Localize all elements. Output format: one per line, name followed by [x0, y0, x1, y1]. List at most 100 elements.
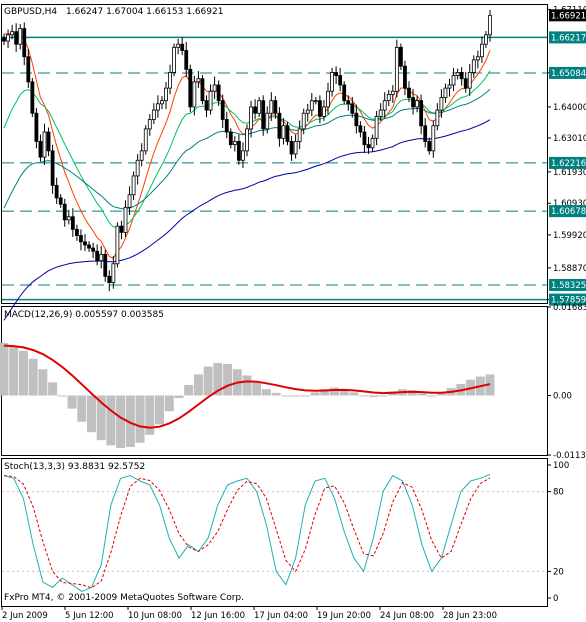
macd-histogram-bar — [174, 395, 184, 399]
macd-histogram-bar — [28, 358, 38, 396]
macd-tick-label: -0.011330 — [553, 451, 586, 461]
candle-body — [309, 100, 314, 111]
candle-body — [34, 112, 39, 142]
ma-slow-line — [3, 119, 491, 321]
candle-body — [313, 100, 318, 103]
candle-body — [330, 72, 334, 92]
level-price-label: 1.58325 — [551, 281, 586, 291]
macd-histogram-bar — [96, 395, 106, 441]
stoch-main-line — [3, 473, 491, 592]
level-price-tag — [549, 205, 586, 218]
macd-histogram-bar — [252, 382, 262, 396]
candle-body — [139, 150, 144, 161]
candle-body — [46, 131, 51, 152]
candle-body — [451, 75, 456, 86]
macd-histogram-bar — [145, 395, 155, 435]
candle-body — [196, 78, 201, 83]
candle-body — [289, 141, 294, 155]
candle-body — [192, 81, 197, 108]
candle-body — [66, 216, 71, 221]
candle-body — [160, 100, 164, 105]
candle-body — [350, 103, 355, 114]
candle-body — [257, 100, 262, 114]
candle-body — [10, 31, 15, 36]
time-tick-label: 19 Jun 20:00 — [317, 611, 371, 621]
stoch-tick-label: 100 — [553, 461, 569, 471]
candle-body — [188, 68, 193, 108]
candle-body — [455, 72, 460, 76]
candlesticks — [2, 10, 492, 292]
candle-body — [127, 194, 132, 208]
candle-body — [370, 137, 375, 149]
candle-body — [2, 37, 6, 42]
candle-body — [224, 119, 229, 133]
candle-body — [305, 109, 310, 114]
candle-body — [346, 100, 351, 105]
candle-body — [431, 125, 436, 152]
candle-body — [6, 34, 10, 42]
candle-body — [378, 109, 383, 117]
candle-body — [249, 106, 253, 130]
stoch-label: Stoch(13,3,3) 93.8831 92.5752 — [4, 462, 145, 472]
candle-body — [427, 141, 432, 152]
macd-histogram-bar — [407, 390, 417, 396]
candle-body — [42, 131, 47, 158]
candle-body — [317, 100, 322, 117]
candle-body — [168, 72, 172, 89]
stoch-panel-frame — [1, 458, 548, 607]
candle-body — [87, 244, 91, 249]
candle-body — [135, 159, 140, 177]
candle-body — [123, 206, 128, 233]
price-tick-label: 1.59920 — [553, 231, 586, 241]
candle-body — [220, 100, 225, 120]
candle-body — [26, 56, 31, 83]
candle-body — [326, 90, 330, 108]
candle-body — [103, 253, 108, 277]
candle-body — [362, 131, 367, 145]
macd-histogram-bar — [116, 395, 126, 449]
copyright-text: FxPro MT4, © 2001-2009 MetaQuotes Softwa… — [4, 593, 244, 603]
candle-body — [479, 43, 484, 58]
candle-body — [390, 90, 395, 95]
candle-body — [176, 43, 181, 48]
candle-body — [212, 84, 217, 92]
candle-body — [338, 75, 343, 86]
candle-body — [131, 175, 136, 196]
macd-histogram-bar — [339, 389, 349, 396]
candle-body — [119, 225, 124, 233]
time-axis: 2 Jun 2009 5 Jun 12:00 10 Jun 08:00 12 Jun … — [1, 606, 497, 621]
stoch-axis: 100 80 20 0 — [547, 461, 569, 604]
candle-body — [143, 128, 148, 152]
candle-body — [83, 241, 87, 246]
candle-body — [14, 31, 19, 45]
level-price-label: 1.66217 — [551, 33, 586, 43]
candle-body — [172, 46, 177, 73]
candle-body — [471, 59, 476, 73]
time-tick-label: 5 Jun 12:00 — [65, 611, 114, 621]
candle-body — [293, 141, 298, 155]
stoch-tick-label: 20 — [553, 567, 564, 577]
candle-body — [439, 97, 444, 111]
macd-label: MACD(12,26,9) 0.005597 0.003585 — [4, 310, 164, 320]
main-panel-frame — [1, 4, 548, 304]
candle-body — [382, 100, 387, 111]
macd-histogram-bar — [77, 395, 87, 422]
macd-histogram-bar — [106, 395, 116, 446]
candle-body — [18, 28, 23, 45]
level-price-label: 1.57859 — [551, 296, 586, 306]
candle-body — [245, 128, 249, 152]
candle-body — [253, 106, 258, 114]
macd-histogram-bar — [0, 342, 9, 396]
macd-histogram-bar — [86, 395, 96, 433]
macd-histogram-bar — [9, 345, 19, 396]
macd-histogram-bar — [427, 395, 437, 397]
macd-histogram-bar — [329, 387, 339, 396]
candle-body — [70, 216, 75, 230]
candle-body — [111, 263, 116, 284]
candle-body — [261, 100, 266, 130]
level-price-tag — [549, 278, 586, 291]
price-tick-label: 1.64000 — [553, 103, 586, 113]
candle-body — [467, 72, 472, 89]
